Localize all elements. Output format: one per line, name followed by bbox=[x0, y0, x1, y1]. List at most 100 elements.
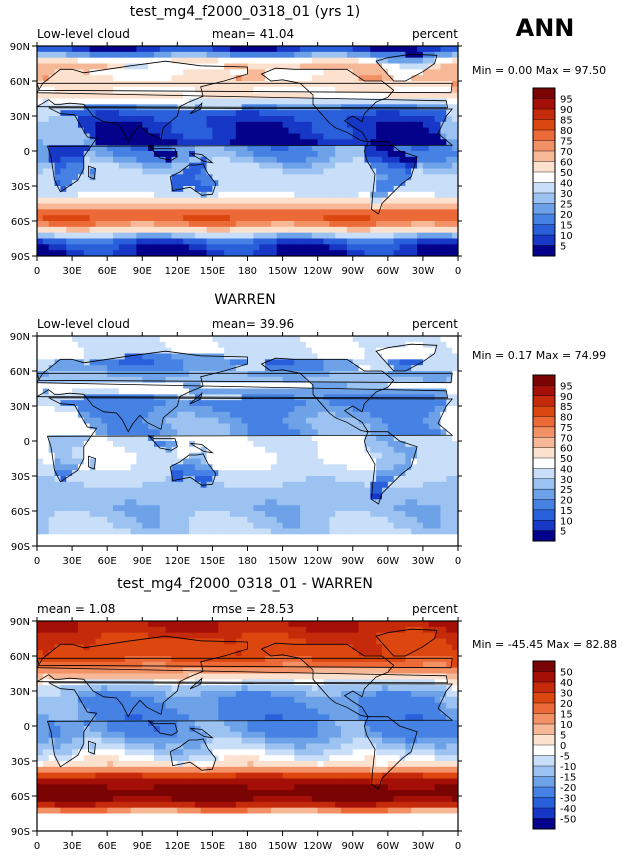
colorbar-label: -50 bbox=[560, 815, 576, 826]
y-tick-label: 30N bbox=[10, 112, 30, 123]
x-tick-label: 90W bbox=[341, 841, 364, 852]
x-tick-label: 0 bbox=[34, 266, 40, 277]
panel-left-label: Low-level cloud bbox=[37, 27, 130, 41]
colorbar-swatch bbox=[533, 204, 555, 215]
colorbar-swatch bbox=[533, 427, 555, 438]
panel-center-label: mean= 39.96 bbox=[212, 317, 294, 331]
x-tick-label: 120E bbox=[165, 841, 190, 852]
x-tick-label: 150E bbox=[200, 841, 225, 852]
colorbar-swatch bbox=[533, 375, 555, 386]
x-tick-label: 90W bbox=[341, 556, 364, 567]
colorbar-label: -40 bbox=[560, 804, 576, 815]
x-tick-label: 90E bbox=[133, 556, 152, 567]
panel-right-label: percent bbox=[412, 602, 458, 616]
colorbar-swatch bbox=[533, 406, 555, 417]
colorbar-label: 20 bbox=[560, 496, 573, 507]
x-tick-label: 150E bbox=[200, 556, 225, 567]
panel-stats: Min = 0.17 Max = 74.99 bbox=[472, 349, 606, 362]
colorbar-swatch bbox=[533, 510, 555, 521]
x-tick-label: 30W bbox=[412, 266, 435, 277]
colorbar-swatch bbox=[533, 193, 555, 204]
y-tick-label: 60N bbox=[10, 652, 30, 663]
colorbar-label: 50 bbox=[560, 168, 573, 179]
colorbar-label: 85 bbox=[560, 402, 573, 413]
y-tick-label: 30S bbox=[11, 757, 30, 768]
panel-title: test_mg4_f2000_0318_01 - WARREN bbox=[117, 576, 373, 592]
colorbar-swatch bbox=[533, 672, 555, 683]
colorbar-swatch bbox=[533, 448, 555, 459]
colorbar-swatch bbox=[533, 808, 555, 819]
colorbar-swatch bbox=[533, 661, 555, 672]
colorbar-swatch bbox=[533, 714, 555, 725]
colorbar-label: 10 bbox=[560, 231, 573, 242]
colorbar-label: 95 bbox=[560, 95, 573, 106]
x-tick-label: 0 bbox=[455, 841, 461, 852]
colorbar-swatch bbox=[533, 468, 555, 479]
colorbar-label: 75 bbox=[560, 423, 573, 434]
colorbar-label: 10 bbox=[560, 516, 573, 527]
x-tick-label: 0 bbox=[34, 841, 40, 852]
y-tick-label: 0 bbox=[24, 147, 30, 158]
x-tick-label: 30W bbox=[412, 841, 435, 852]
panel-center-label: rmse = 28.53 bbox=[212, 602, 294, 616]
x-tick-label: 60W bbox=[377, 841, 400, 852]
colorbar-swatch bbox=[533, 819, 555, 830]
colorbar-swatch bbox=[533, 437, 555, 448]
x-tick-label: 60E bbox=[98, 556, 117, 567]
colorbar-swatch bbox=[533, 520, 555, 531]
colorbar-label: 10 bbox=[560, 720, 573, 731]
colorbar-swatch bbox=[533, 214, 555, 225]
panel-left-label: Low-level cloud bbox=[37, 317, 130, 331]
x-tick-label: 60W bbox=[377, 556, 400, 567]
colorbar-label: 20 bbox=[560, 699, 573, 710]
colorbar-swatch bbox=[533, 99, 555, 110]
colorbar-label: -10 bbox=[560, 762, 576, 773]
colorbar-swatch bbox=[533, 130, 555, 141]
colorbar-swatch bbox=[533, 703, 555, 714]
y-tick-label: 0 bbox=[24, 722, 30, 733]
colorbar-swatch bbox=[533, 777, 555, 788]
colorbar-label: 25 bbox=[560, 485, 573, 496]
colorbar-label: 20 bbox=[560, 210, 573, 221]
x-tick-label: 150E bbox=[200, 266, 225, 277]
x-tick-label: 30E bbox=[63, 841, 82, 852]
colorbar-swatch bbox=[533, 500, 555, 511]
colorbar-label: -20 bbox=[560, 783, 576, 794]
colorbar-label: 30 bbox=[560, 189, 573, 200]
colorbar-swatch bbox=[533, 724, 555, 735]
panel-stats: Min = 0.00 Max = 97.50 bbox=[472, 64, 606, 77]
y-tick-label: 90N bbox=[10, 617, 30, 628]
panel-center-label: mean= 41.04 bbox=[212, 27, 294, 41]
colorbar-swatch bbox=[533, 246, 555, 257]
colorbar-label: 60 bbox=[560, 444, 573, 455]
colorbar-swatch bbox=[533, 225, 555, 236]
colorbar-swatch bbox=[533, 120, 555, 131]
colorbar-label: 15 bbox=[560, 506, 573, 517]
colorbar-label: 25 bbox=[560, 200, 573, 211]
colorbar-label: 90 bbox=[560, 105, 573, 116]
x-tick-label: 150W bbox=[268, 266, 297, 277]
colorbar-label: 5 bbox=[560, 242, 566, 253]
y-tick-label: 60N bbox=[10, 77, 30, 88]
colorbar-label: 40 bbox=[560, 179, 573, 190]
colorbar-label: 50 bbox=[560, 668, 573, 679]
panel-right-label: percent bbox=[412, 317, 458, 331]
colorbar-label: 70 bbox=[560, 433, 573, 444]
colorbar-swatch bbox=[533, 693, 555, 704]
colorbar-label: 75 bbox=[560, 137, 573, 148]
y-tick-label: 60N bbox=[10, 367, 30, 378]
x-tick-label: 120W bbox=[303, 266, 332, 277]
x-tick-label: 30E bbox=[63, 266, 82, 277]
colorbar-label: 5 bbox=[560, 731, 566, 742]
x-tick-label: 120W bbox=[303, 556, 332, 567]
y-tick-label: 90S bbox=[11, 252, 30, 263]
y-tick-label: 90N bbox=[10, 332, 30, 343]
season-label: ANN bbox=[516, 14, 575, 42]
y-tick-label: 60S bbox=[11, 507, 30, 518]
y-tick-label: 0 bbox=[24, 437, 30, 448]
colorbar-label: 90 bbox=[560, 392, 573, 403]
